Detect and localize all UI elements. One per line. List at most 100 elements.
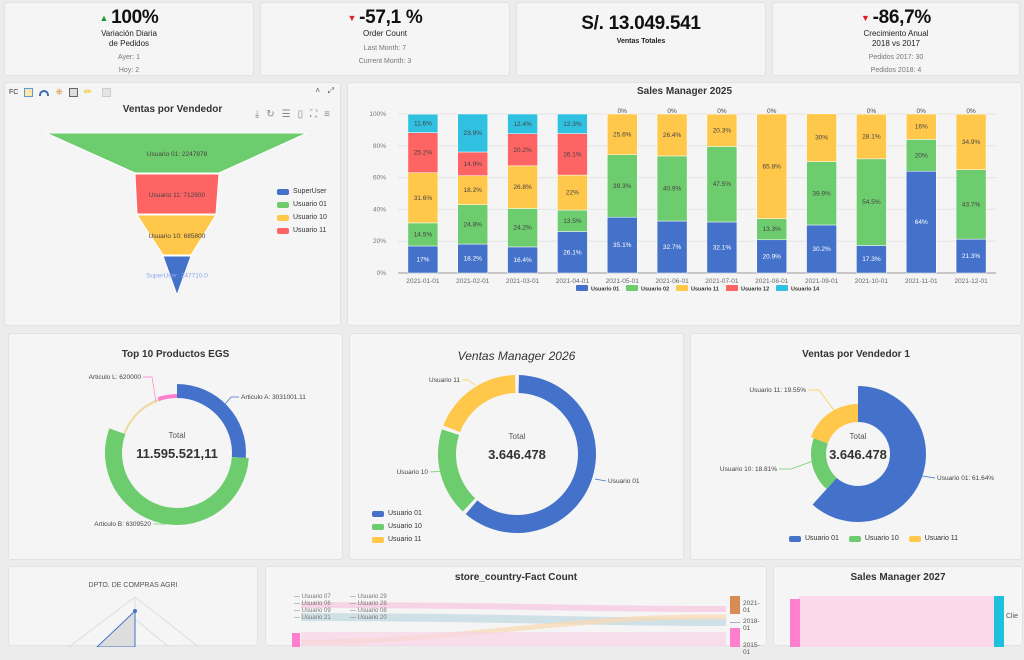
chart-title: Ventas por Vendedor: [122, 104, 223, 115]
donut-slice: [811, 438, 837, 489]
bar-data-label: 18.2%: [464, 256, 483, 263]
sankey-node-label: — Usuario 09: [294, 608, 331, 614]
legend-label: Usuario 11: [388, 536, 422, 543]
bar-segment: [656, 155, 688, 222]
sankey-node[interactable]: [730, 596, 740, 614]
sankey-panel: store_country-Fact Count — Usuario 07— U…: [265, 566, 767, 656]
funnel-label: Usuario 11: 712800: [149, 192, 206, 199]
bar-segment: [507, 113, 538, 134]
kpi-daily-orders: ▲ 100% Variación Diaria de Pedidos Ayer: …: [4, 2, 254, 76]
legend-swatch: [848, 535, 861, 542]
bar-data-label: 20%: [915, 152, 928, 159]
radar-point: [133, 609, 137, 613]
legend-item[interactable]: Usuario 01: [277, 201, 327, 208]
donut-slice: [438, 429, 476, 512]
x-tick-label: 2021-08-01: [755, 278, 789, 285]
bar-data-label: 32.7%: [663, 244, 682, 251]
bar-segment: [407, 245, 439, 274]
bar-data-label: 12.3%: [563, 121, 582, 128]
bar-data-label: 24.2%: [513, 225, 532, 232]
center-value: 3.646.478: [488, 447, 546, 462]
kpi-value: -86,7%: [872, 7, 932, 28]
arrow-up-icon: ▲: [99, 12, 109, 23]
sankey-panel-2027: Sales Manager 2027 Clie: [773, 566, 1023, 647]
bar-data-label: 0%: [618, 108, 628, 115]
bar-data-label: 16%: [915, 124, 928, 131]
sankey-node[interactable]: [730, 628, 740, 647]
gauge-icon[interactable]: [39, 89, 50, 96]
collapse-icon[interactable]: ˄: [315, 86, 320, 95]
bar-segment: [806, 113, 837, 162]
bar-segment: [457, 243, 488, 274]
kpi-sub: Pedidos 2017: 30: [868, 54, 924, 61]
calendar-icon[interactable]: [24, 88, 34, 97]
x-tick-label: 2021-05-01: [606, 278, 640, 285]
sankey-node-label: — Usuario 21: [294, 615, 331, 621]
label-line: [779, 460, 814, 470]
refresh-icon[interactable]: ↻: [266, 109, 275, 120]
kpi-annual-growth: ▼ -86,7% Crecimiento Anual 2018 vs 2017 P…: [772, 2, 1020, 76]
fullscreen-icon[interactable]: ⛶: [310, 109, 318, 120]
radar-panel: DPTO. DE COMPRAS AGRI: [8, 566, 258, 647]
sankey-node[interactable]: [730, 622, 740, 623]
sankey-node[interactable]: [790, 599, 800, 647]
donut-slice: [465, 375, 596, 533]
donut-chart: Usuario 01: 61.64% Usuario 10: 18.81% Usua…: [720, 386, 994, 522]
scatter-icon[interactable]: ⁜: [55, 87, 63, 97]
sliders-icon[interactable]: ☰: [281, 109, 291, 120]
y-tick-label: 20%: [373, 238, 386, 245]
chart-title: Sales Manager 2027: [850, 572, 946, 583]
legend-label: Usuario 14: [791, 287, 820, 293]
legend-item[interactable]: Usuario 11: [908, 535, 958, 542]
bar-segment: [557, 113, 588, 134]
document-icon[interactable]: ▯: [297, 109, 304, 120]
bar-segment: [607, 113, 638, 155]
bar-data-label: 0%: [767, 108, 777, 115]
bar-segment: [607, 154, 638, 218]
legend-item[interactable]: Usuario 01: [789, 535, 839, 542]
kpi-sub-2: Pedidos 2018: 4: [870, 67, 922, 74]
bar-segment: [407, 132, 439, 173]
legend-item[interactable]: Usuario 10: [372, 523, 422, 530]
center-value: 11.595.521,11: [136, 446, 218, 461]
bar-data-label: 0%: [667, 108, 677, 115]
download-icon[interactable]: ⤓: [254, 109, 260, 120]
bar-segment: [806, 161, 837, 226]
donut-slice: [104, 428, 249, 525]
sankey-node[interactable]: [292, 633, 300, 647]
donut-slice: [443, 375, 516, 433]
table-icon[interactable]: [68, 88, 78, 97]
legend-item[interactable]: Usuario 11: [372, 536, 422, 543]
slice-label: Usuario 01: 61.64%: [937, 475, 994, 482]
bar-data-label: 40.9%: [663, 185, 682, 192]
legend-item[interactable]: Usuario 11: [277, 227, 327, 234]
expand-icon[interactable]: ⤢: [327, 86, 334, 95]
legend-swatch: [277, 201, 289, 208]
sankey-node[interactable]: [994, 596, 1004, 647]
image-icon[interactable]: [102, 88, 112, 97]
donut-panel-products: Top 10 Productos EGS Articulo A: 3031001…: [8, 333, 343, 560]
pencil-icon[interactable]: ✏: [83, 87, 93, 98]
x-tick-label: 2021-07-01: [705, 278, 739, 285]
legend-swatch: [626, 285, 638, 291]
sankey-node-label: — Usuario 28: [350, 601, 387, 607]
bar-data-label: 0%: [917, 108, 927, 115]
legend-item[interactable]: SuperUser: [277, 188, 327, 195]
funnel-label: Usuario 01: 2247878: [147, 151, 208, 158]
bar-data-label: 26.1%: [563, 151, 582, 158]
kpi-label: Order Count: [362, 29, 408, 38]
fc-button[interactable]: FC: [9, 89, 19, 96]
legend-item[interactable]: Usuario 01: [372, 510, 422, 517]
bar-segment: [955, 169, 987, 240]
chart-title: Ventas por Vendedor 1: [802, 349, 910, 360]
legend-item[interactable]: Usuario 10: [848, 535, 899, 542]
kpi-value: -57,1 %: [359, 7, 423, 28]
menu-icon[interactable]: ≡: [324, 109, 330, 120]
bar-data-label: 20.9%: [763, 253, 782, 260]
label-line: [462, 379, 476, 386]
bar-data-label: 17%: [416, 256, 429, 263]
donut-panel-vendedor-1: Ventas por Vendedor 1 Usuario 01: 61.64%…: [690, 333, 1022, 560]
kpi-total-sales: S/. 13.049.541 Ventas Totales: [516, 2, 766, 76]
legend-item[interactable]: Usuario 10: [277, 214, 327, 221]
kpi-value: 100%: [111, 7, 159, 28]
